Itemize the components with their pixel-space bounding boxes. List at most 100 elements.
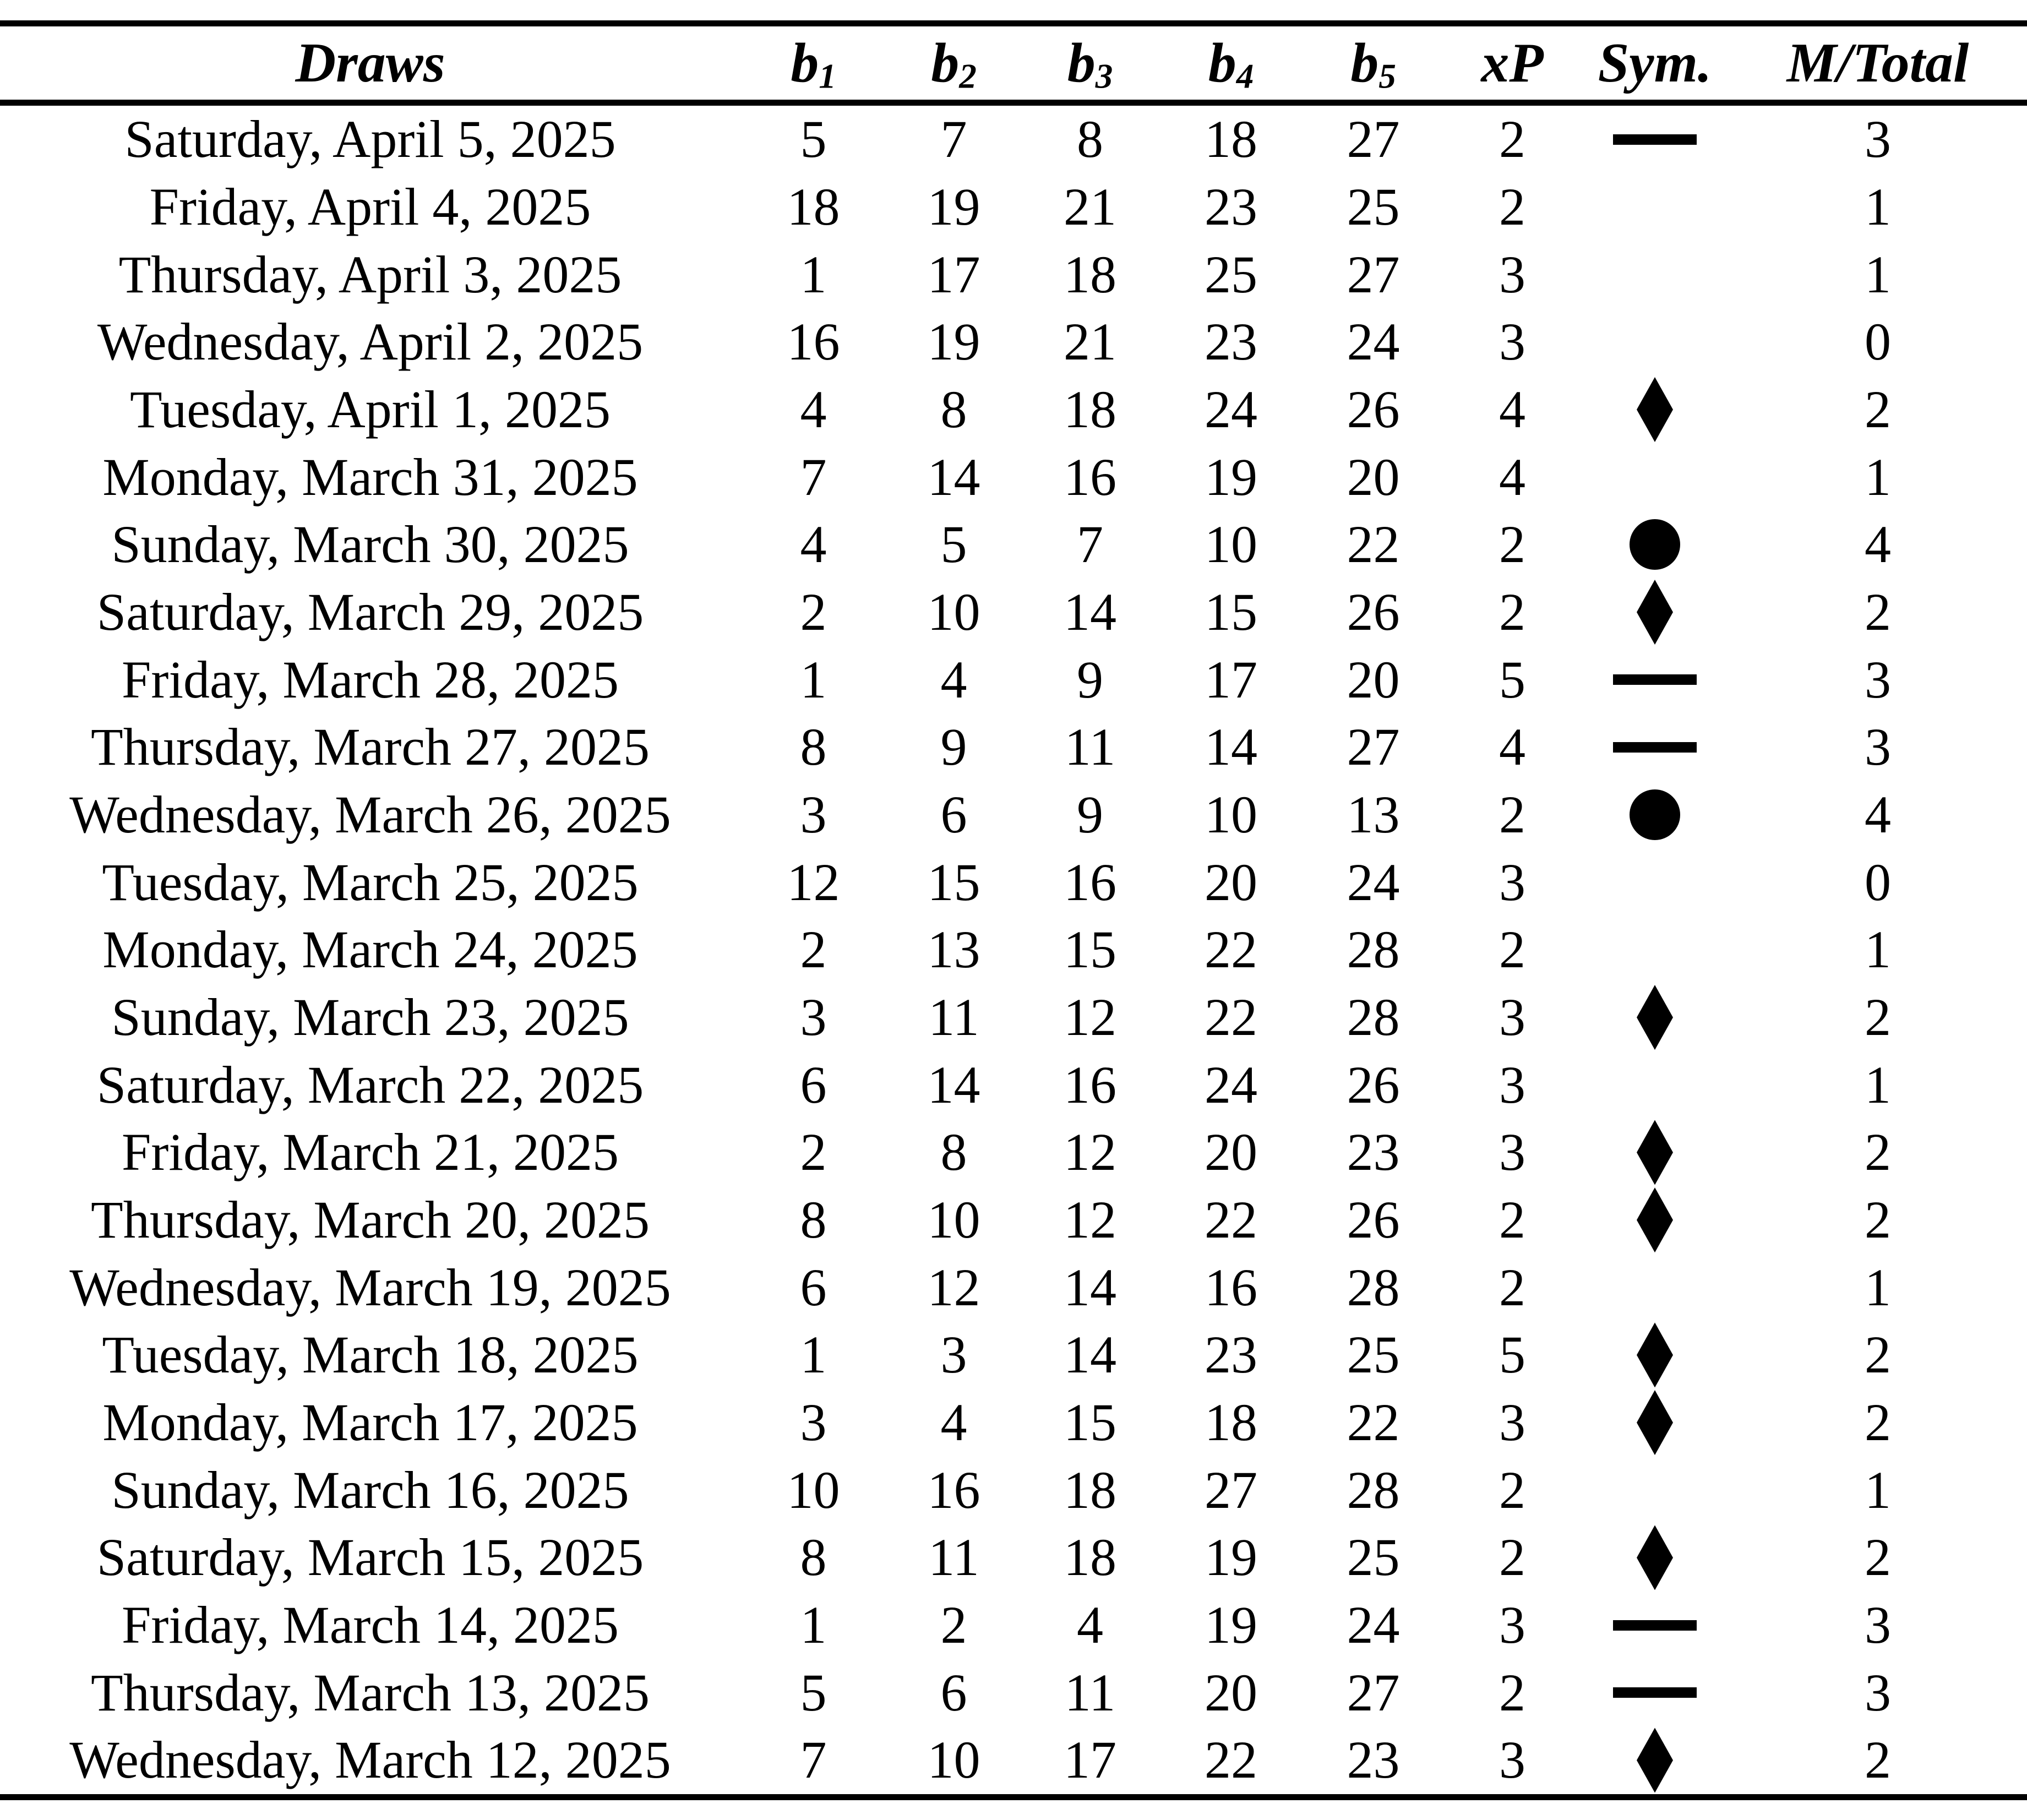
diamond-icon	[1637, 580, 1673, 645]
b3-cell: 14	[1064, 582, 1116, 642]
xp-cell: 5	[1499, 1325, 1525, 1385]
table-row: Monday, March 17, 2025 3 4 15 18 22 3 2	[0, 1389, 2027, 1457]
diamond-icon	[1637, 377, 1673, 443]
table-row: Friday, April 4, 2025 18 19 21 23 25 2 1	[0, 173, 2027, 241]
b2-cell: 16	[927, 1460, 980, 1519]
table-row: Tuesday, March 25, 2025 12 15 16 20 24 3 0	[0, 848, 2027, 916]
sym-cell	[1581, 916, 1729, 984]
b4-cell: 19	[1205, 447, 1257, 506]
xp-cell: 4	[1499, 447, 1525, 506]
b2-cell: 19	[927, 312, 980, 372]
sym-cell	[1581, 1456, 1729, 1524]
sym-cell	[1581, 376, 1729, 444]
b2-cell: 7	[940, 110, 967, 169]
b2-cell: 4	[940, 1393, 967, 1452]
date-cell: Friday, March 21, 2025	[122, 1122, 619, 1182]
dash-icon	[1613, 134, 1697, 145]
b3-cell: 7	[1077, 515, 1103, 574]
table-row: Tuesday, April 1, 2025 4 8 18 24 26 4 2	[0, 376, 2027, 444]
b3-cell: 18	[1064, 244, 1116, 304]
date-cell: Wednesday, April 2, 2025	[97, 312, 644, 372]
draws-table: Saturday, April 5, 2025 5 7 8 18 27 2 3 Friday, …	[0, 106, 2027, 1794]
xp-cell: 2	[1499, 920, 1525, 979]
column-header-b1: b1	[791, 31, 836, 95]
mtotal-cell: 2	[1865, 1393, 1891, 1452]
b2-cell: 14	[927, 1055, 980, 1114]
b4-cell: 14	[1205, 717, 1257, 777]
sym-cell	[1581, 781, 1729, 849]
dash-icon	[1613, 1687, 1697, 1698]
b3-cell: 18	[1064, 380, 1116, 439]
table-row: Sunday, March 23, 2025 3 11 12 22 28 3 2	[0, 984, 2027, 1051]
mtotal-cell: 0	[1865, 852, 1891, 912]
date-cell: Sunday, March 16, 2025	[111, 1460, 629, 1519]
column-header-subscript: 5	[1378, 56, 1396, 95]
sym-cell	[1581, 713, 1729, 781]
b4-cell: 19	[1205, 1595, 1257, 1655]
b4-cell: 20	[1205, 852, 1257, 912]
column-header-mtotal: M/Total	[1786, 31, 1969, 94]
b5-cell: 25	[1347, 1325, 1400, 1385]
date-cell: Wednesday, March 26, 2025	[69, 785, 671, 844]
b3-cell: 12	[1064, 1122, 1116, 1182]
b5-cell: 26	[1347, 582, 1400, 642]
table-row: Wednesday, March 26, 2025 3 6 9 10 13 2 4	[0, 781, 2027, 849]
mtotal-cell: 4	[1865, 785, 1891, 844]
b2-cell: 19	[927, 177, 980, 236]
b5-cell: 27	[1347, 244, 1400, 304]
b3-cell: 21	[1064, 312, 1116, 372]
b3-cell: 17	[1064, 1730, 1116, 1790]
b1-cell: 6	[800, 1257, 827, 1317]
b3-cell: 16	[1064, 447, 1116, 506]
mtotal-cell: 3	[1865, 717, 1891, 777]
xp-cell: 4	[1499, 717, 1525, 777]
b4-cell: 24	[1205, 1055, 1257, 1114]
sym-cell	[1581, 1524, 1729, 1592]
date-cell: Thursday, April 3, 2025	[118, 244, 622, 304]
b4-cell: 22	[1205, 988, 1257, 1047]
b2-cell: 4	[940, 650, 967, 709]
date-cell: Wednesday, March 12, 2025	[69, 1730, 671, 1790]
date-cell: Wednesday, March 19, 2025	[69, 1257, 671, 1317]
dash-icon	[1613, 742, 1697, 753]
b4-cell: 18	[1205, 110, 1257, 169]
xp-cell: 2	[1499, 177, 1525, 236]
mtotal-cell: 2	[1865, 1730, 1891, 1790]
header-row: Draws b1 b2 b3 b4 b5 xP Sym. M/Total	[0, 26, 2027, 100]
b4-cell: 23	[1205, 1325, 1257, 1385]
xp-cell: 2	[1499, 515, 1525, 574]
diamond-icon	[1637, 1728, 1673, 1793]
b2-cell: 10	[927, 1190, 980, 1250]
column-header-draws: Draws	[295, 31, 445, 94]
b2-cell: 11	[928, 1528, 979, 1587]
sym-cell	[1581, 579, 1729, 646]
b1-cell: 3	[800, 785, 827, 844]
b5-cell: 23	[1347, 1730, 1400, 1790]
table-row: Friday, March 14, 2025 1 2 4 19 24 3 3	[0, 1592, 2027, 1659]
table-row: Thursday, March 13, 2025 5 6 11 20 27 2 3	[0, 1659, 2027, 1726]
xp-cell: 3	[1499, 852, 1525, 912]
sym-cell	[1581, 1186, 1729, 1254]
xp-cell: 4	[1499, 380, 1525, 439]
b3-cell: 9	[1077, 650, 1103, 709]
b4-cell: 22	[1205, 920, 1257, 979]
b1-cell: 4	[800, 515, 827, 574]
table-mid-rule	[0, 100, 2027, 106]
xp-cell: 3	[1499, 1730, 1525, 1790]
b1-cell: 8	[800, 1190, 827, 1250]
dash-icon	[1613, 674, 1697, 685]
b2-cell: 6	[940, 785, 967, 844]
b1-cell: 10	[787, 1460, 840, 1519]
mtotal-cell: 2	[1865, 380, 1891, 439]
b5-cell: 24	[1347, 312, 1400, 372]
b1-cell: 3	[800, 1393, 827, 1452]
b2-cell: 17	[927, 244, 980, 304]
b1-cell: 4	[800, 380, 827, 439]
b1-cell: 2	[800, 582, 827, 642]
date-cell: Saturday, March 29, 2025	[96, 582, 644, 642]
b1-cell: 7	[800, 1730, 827, 1790]
b3-cell: 16	[1064, 1055, 1116, 1114]
b5-cell: 24	[1347, 852, 1400, 912]
sym-cell	[1581, 1321, 1729, 1389]
